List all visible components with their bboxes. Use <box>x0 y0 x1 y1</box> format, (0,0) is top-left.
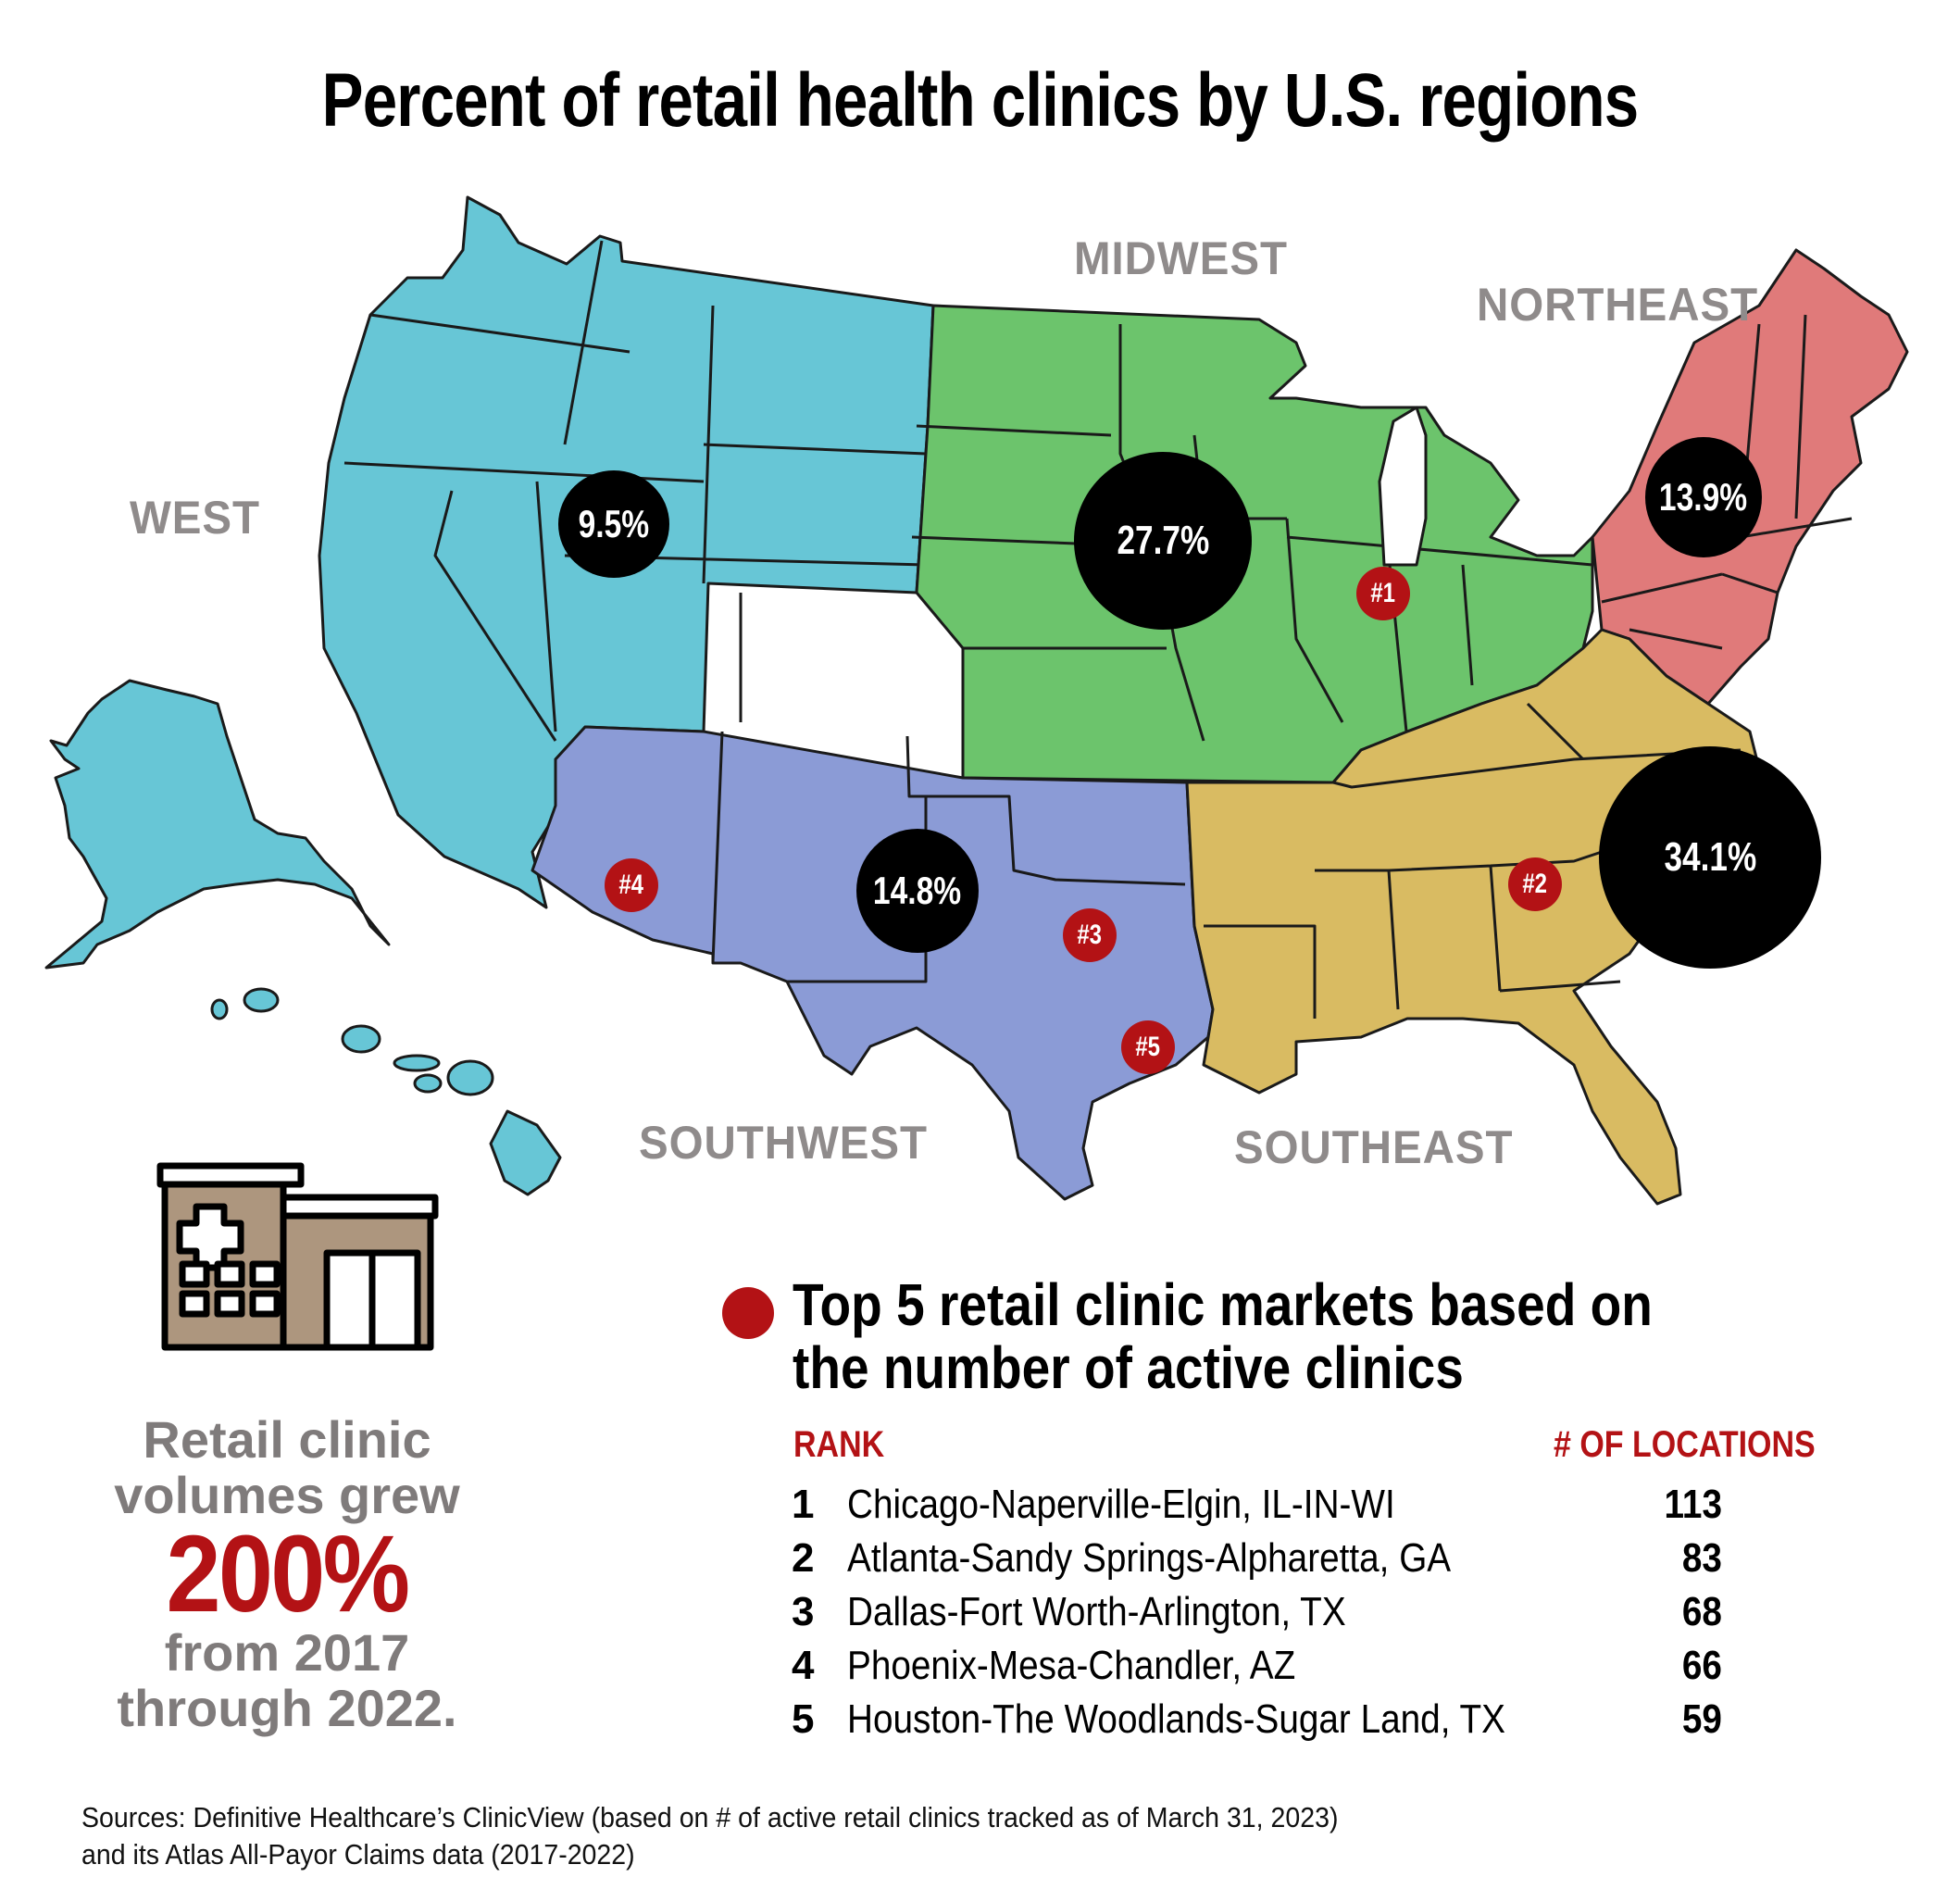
percent-bubble-southwest: 14.8% <box>856 829 979 953</box>
region-alaska <box>44 679 391 970</box>
table-row: 4 Phoenix-Mesa-Chandler, AZ 66 <box>792 1643 1722 1688</box>
region-label-midwest: MIDWEST <box>1074 232 1288 284</box>
page-title: Percent of retail health clinics by U.S.… <box>321 58 1639 143</box>
sources-note: Sources: Definitive Healthcare’s ClinicV… <box>81 1801 1339 1871</box>
region-label-southeast: SOUTHEAST <box>1234 1121 1514 1173</box>
stat-line-3: from 2017 <box>164 1623 410 1682</box>
table-row: 5 Houston-The Woodlands-Sugar Land, TX 5… <box>792 1696 1722 1742</box>
us-regions-map <box>44 195 1909 1206</box>
percent-bubble-midwest: 27.7% <box>1074 452 1252 630</box>
stat-line-2: volumes grew <box>114 1466 460 1524</box>
percent-bubble-west: 9.5% <box>558 470 669 578</box>
region-label-southwest: SOUTHWEST <box>639 1117 929 1169</box>
market-marker-2: #2 <box>1508 857 1562 911</box>
table-row: 3 Dallas-Fort Worth-Arlington, TX 68 <box>792 1589 1722 1634</box>
stat-value: 200% <box>166 1513 411 1635</box>
percent-bubble-northeast: 13.9% <box>1645 437 1762 557</box>
stat-line-4: through 2022. <box>117 1679 457 1737</box>
market-marker-3: #3 <box>1063 908 1117 962</box>
market-marker-4: #4 <box>605 858 658 912</box>
table-row: 2 Atlanta-Sandy Springs-Alpharetta, GA 8… <box>792 1535 1722 1581</box>
column-header-locations: # OF LOCATIONS <box>1554 1424 1816 1465</box>
market-marker-1: #1 <box>1356 567 1410 620</box>
growth-stat: Retail clinic volumes grew 200% from 201… <box>93 1412 481 1736</box>
market-marker-5: #5 <box>1121 1020 1175 1074</box>
clinic-building-icon <box>156 1162 439 1351</box>
column-header-rank: RANK <box>793 1424 885 1465</box>
region-label-west: WEST <box>130 492 261 544</box>
table-row: 1 Chicago-Naperville-Elgin, IL-IN-WI 113 <box>792 1482 1722 1527</box>
region-southeast <box>1185 628 1761 1206</box>
top-markets-title: Top 5 retail clinic markets based on the… <box>793 1271 1653 1401</box>
stat-line-1: Retail clinic <box>143 1410 431 1469</box>
market-legend-dot-icon <box>722 1287 774 1339</box>
percent-bubble-southeast: 34.1% <box>1599 746 1821 969</box>
region-label-northeast: NORTHEAST <box>1477 279 1759 331</box>
